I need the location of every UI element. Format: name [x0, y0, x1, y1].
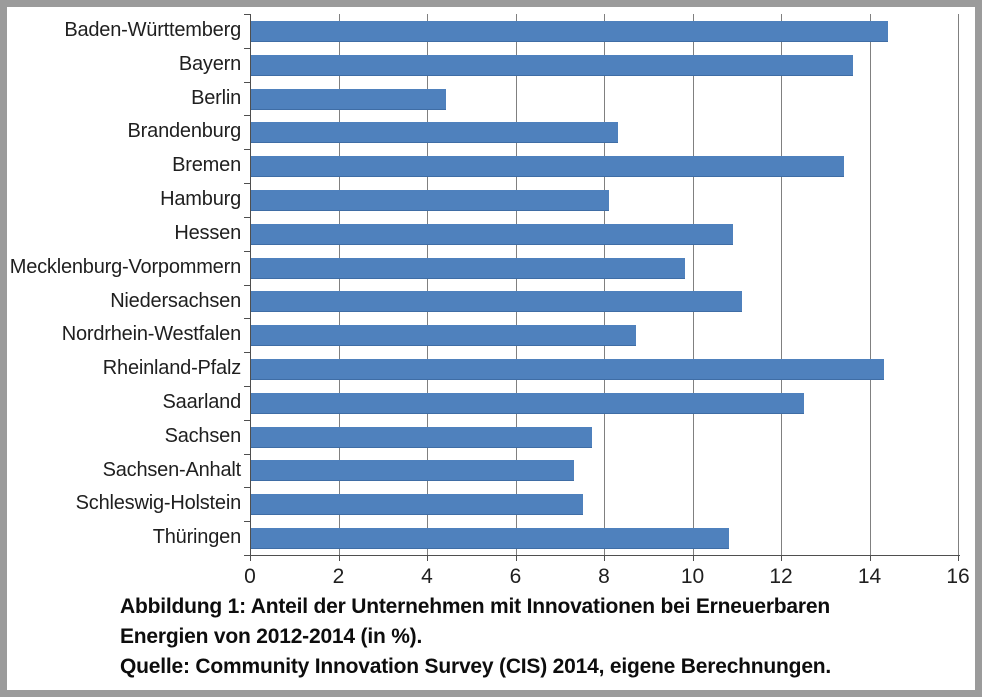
- x-axis-tick: [250, 555, 251, 561]
- category-label: Schleswig-Holstein: [75, 492, 242, 515]
- category-label: Sachsen: [164, 424, 242, 447]
- y-axis-tick: [244, 352, 250, 354]
- category-label: Rheinland-Pfalz: [102, 357, 241, 380]
- bar: [251, 257, 685, 279]
- bar: [251, 223, 734, 245]
- y-axis-tick: [244, 149, 250, 151]
- category-label: Bayern: [178, 52, 241, 75]
- bar: [251, 460, 575, 482]
- y-axis-tick: [244, 453, 250, 455]
- figure-caption: Abbildung 1: Anteil der Unternehmen mit …: [120, 592, 831, 682]
- y-axis-tick: [244, 216, 250, 218]
- gridline: [515, 14, 517, 555]
- x-axis-tick: [781, 555, 782, 561]
- caption-line: Energien von 2012-2014 (in %).: [120, 625, 423, 648]
- bar: [251, 156, 844, 178]
- category-label: Thüringen: [152, 526, 241, 549]
- category-label: Saarland: [162, 390, 242, 413]
- gridline: [604, 14, 605, 555]
- x-tick-label: 12: [769, 565, 793, 588]
- gridline: [692, 14, 694, 555]
- bar: [251, 325, 636, 347]
- x-tick-label: 16: [946, 565, 970, 588]
- x-axis-tick: [427, 555, 428, 561]
- category-label: Mecklenburg-Vorpommern: [9, 255, 241, 278]
- x-axis-line: [244, 555, 960, 556]
- x-axis-tick: [604, 555, 605, 561]
- x-tick-label: 8: [598, 565, 610, 588]
- category-label: Niedersachsen: [110, 289, 241, 312]
- category-label: Berlin: [191, 86, 241, 109]
- bar: [251, 359, 884, 381]
- bar: [251, 20, 889, 42]
- gridline: [338, 14, 340, 555]
- bar: [251, 426, 592, 448]
- x-tick-label: 10: [680, 565, 705, 588]
- category-label: Nordrhein-Westfalen: [61, 323, 241, 346]
- caption-line: Abbildung 1: Anteil der Unternehmen mit …: [120, 595, 830, 618]
- bar: [251, 54, 853, 76]
- x-axis-tick: [338, 555, 340, 561]
- gridline: [427, 14, 428, 555]
- chart-canvas: Baden-Württemberg Bayern Berlin Brandenburg…: [7, 7, 975, 690]
- y-axis-tick: [244, 81, 250, 83]
- x-tick-label: 14: [857, 565, 882, 588]
- category-label: Baden-Württemberg: [64, 19, 241, 41]
- y-axis-tick: [244, 47, 250, 49]
- y-axis-tick: [244, 284, 250, 286]
- y-axis-tick: [244, 385, 250, 387]
- bar: [251, 189, 610, 211]
- y-axis-tick: [244, 14, 250, 15]
- y-axis-tick: [244, 521, 250, 523]
- category-label: Brandenburg: [127, 120, 242, 143]
- bar: [251, 392, 805, 414]
- y-axis-tick: [244, 318, 250, 320]
- x-tick-label: 6: [509, 565, 522, 588]
- caption-line: Quelle: Community Innovation Survey (CIS…: [120, 655, 832, 678]
- x-tick-label: 4: [421, 565, 433, 588]
- bar: [251, 494, 583, 516]
- gridline: [958, 14, 959, 555]
- bar: [251, 122, 619, 144]
- x-axis-tick: [958, 555, 959, 561]
- y-axis-tick: [244, 115, 250, 117]
- category-label: Hamburg: [160, 188, 241, 211]
- x-tick-label: 0: [244, 565, 256, 588]
- y-axis-tick: [244, 183, 250, 185]
- x-tick-label: 2: [332, 565, 345, 588]
- y-axis-tick: [244, 250, 250, 252]
- y-axis-tick: [244, 419, 250, 421]
- bar: [251, 291, 743, 313]
- y-axis-tick: [244, 487, 250, 489]
- bar: [251, 88, 446, 110]
- x-axis-tick: [869, 555, 871, 561]
- category-label: Bremen: [172, 154, 241, 177]
- x-axis-tick: [515, 555, 517, 561]
- x-axis-tick: [692, 555, 694, 561]
- gridline: [869, 14, 871, 555]
- category-label: Hessen: [174, 221, 241, 244]
- bar: [251, 528, 729, 550]
- category-label: Sachsen-Anhalt: [102, 458, 242, 481]
- y-axis-line: [250, 14, 251, 555]
- gridline: [781, 14, 782, 555]
